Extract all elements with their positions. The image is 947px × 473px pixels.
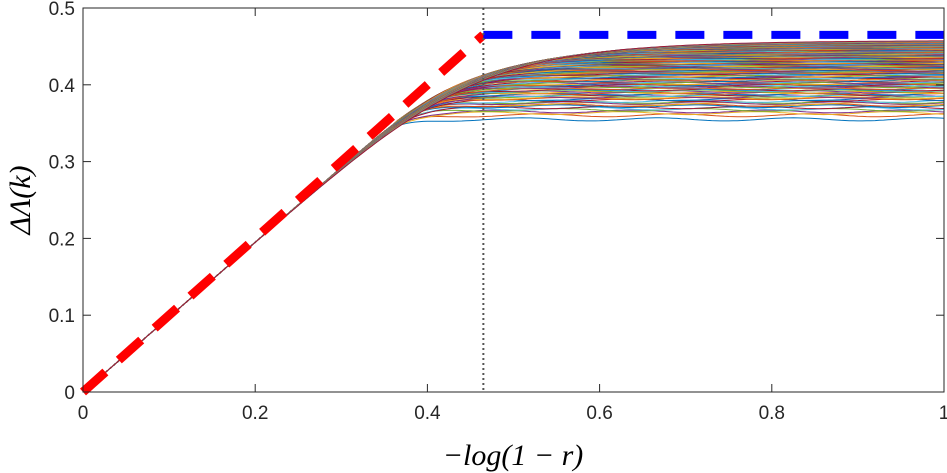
data-curve [82, 85, 945, 393]
data-curve [82, 78, 945, 393]
y-axis-label: ΔΛ(k) [4, 165, 37, 235]
y-tick-label: 0.2 [49, 229, 75, 250]
y-tick-label: 0.1 [49, 306, 75, 327]
data-curve [82, 87, 944, 393]
data-curve [82, 87, 945, 393]
data-curve [82, 72, 945, 393]
data-curve [82, 102, 945, 393]
data-curve [82, 117, 945, 393]
data-curve [82, 70, 944, 393]
data-curve [82, 67, 944, 393]
data-curve [82, 85, 944, 393]
y-tick-label: 0.5 [49, 0, 75, 20]
data-curve [82, 82, 945, 393]
data-curve [82, 93, 944, 393]
data-curve [82, 113, 944, 393]
y-tick-label: 0 [64, 383, 75, 404]
data-curve [82, 101, 945, 393]
data-curve [82, 71, 945, 393]
data-curve [82, 91, 945, 393]
curve-family [82, 40, 945, 393]
data-curve [82, 103, 945, 393]
data-curve [82, 81, 945, 393]
data-curve [82, 75, 944, 393]
data-curve [82, 108, 945, 393]
data-curve [82, 96, 945, 393]
data-curve [82, 68, 944, 393]
data-curve [82, 111, 945, 393]
data-curve [82, 92, 945, 393]
data-curve [82, 55, 944, 393]
data-curve [82, 40, 944, 393]
data-curve [82, 106, 945, 393]
data-curve [82, 81, 944, 393]
data-curve [82, 76, 945, 393]
data-curve [82, 95, 945, 393]
data-curve [82, 89, 945, 393]
axes-box [82, 7, 945, 393]
data-curve [82, 99, 945, 393]
data-curve [82, 79, 944, 393]
data-curve [82, 84, 945, 393]
data-curve [82, 74, 945, 393]
data-curve [82, 72, 944, 393]
data-curve [82, 74, 945, 393]
data-curve [82, 83, 945, 393]
data-curve [82, 77, 944, 393]
x-tick-label: 0.4 [414, 403, 441, 424]
data-curve [82, 96, 945, 393]
data-curve [82, 86, 944, 393]
data-curve [82, 104, 945, 393]
x-tick-label: 0 [78, 403, 89, 424]
data-curve [82, 105, 945, 393]
data-curve [82, 66, 945, 393]
data-curve [82, 77, 944, 393]
data-curve [82, 82, 944, 393]
data-curve [82, 79, 945, 393]
data-curve [82, 109, 945, 393]
data-curve [82, 89, 945, 393]
data-curve [82, 61, 944, 393]
data-curve [82, 73, 945, 393]
data-curve [82, 80, 945, 393]
data-curve [82, 100, 945, 393]
data-curve [82, 67, 945, 393]
data-curve [82, 97, 944, 393]
data-curve [82, 88, 945, 393]
data-curve [82, 75, 945, 393]
x-axis: 0 0.2 0.4 0.6 0.8 1 [78, 8, 947, 424]
x-tick-label: 1 [939, 403, 947, 424]
x-tick-label: 0.8 [759, 403, 785, 424]
x-axis-label: −log(1 − r) [443, 439, 583, 472]
data-curve [82, 93, 944, 393]
data-curve [82, 65, 944, 393]
data-curve [82, 84, 945, 393]
x-tick-label: 0.6 [586, 403, 612, 424]
data-curve [82, 73, 944, 393]
y-tick-label: 0.4 [49, 76, 76, 97]
y-tick-label: 0.3 [49, 153, 75, 174]
reference-lines [80, 8, 944, 396]
y-axis: 0 0.1 0.2 0.3 0.4 0.5 [49, 0, 944, 404]
linear-bound-dashed-line [80, 31, 487, 396]
data-curve [82, 91, 945, 393]
data-curve [82, 70, 944, 393]
data-curve [82, 94, 945, 393]
data-curve [82, 90, 944, 393]
data-curve [82, 98, 945, 393]
data-curve [82, 76, 945, 393]
x-tick-label: 0.2 [242, 403, 268, 424]
data-curve [82, 79, 945, 393]
data-curve [82, 66, 945, 393]
data-curve [82, 71, 945, 393]
